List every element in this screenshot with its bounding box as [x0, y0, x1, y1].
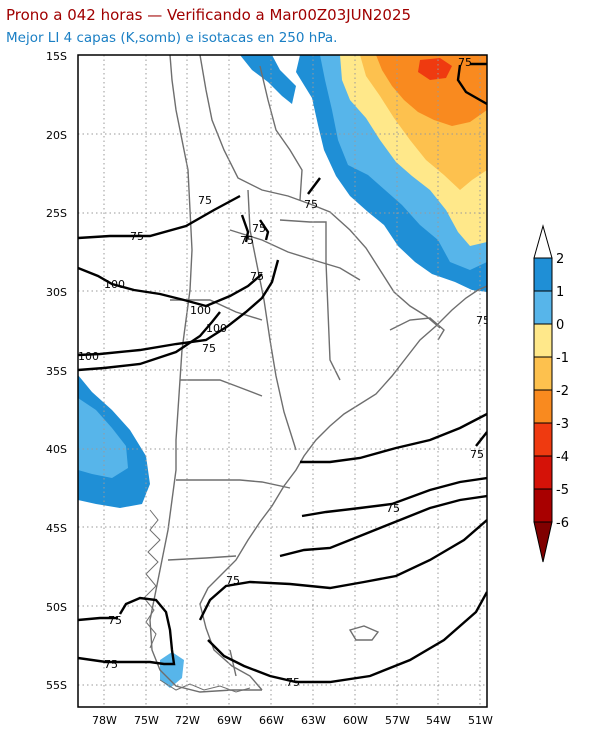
isotach-100-mid — [78, 311, 221, 372]
isotach-label: 75 — [240, 234, 254, 247]
lat-label: 25S — [46, 207, 67, 220]
colorbar-bottom-arrow — [533, 521, 553, 563]
isotach-label: 75 — [286, 676, 300, 689]
lat-label: 55S — [46, 679, 67, 692]
colorbar-box — [533, 290, 553, 325]
isotach-75-sw1 — [78, 616, 118, 622]
isotach-75-small2 — [259, 219, 270, 241]
lat-label: 40S — [46, 443, 67, 456]
isotach-label: 75 — [130, 230, 144, 243]
isotach-label: 100 — [78, 350, 99, 363]
lon-label: 63W — [301, 714, 326, 727]
isotach-label: 75 — [304, 198, 318, 211]
isotach-label: 100 — [206, 322, 227, 335]
lat-axis: 15S 20S 25S 30S 35S 40S 45S 50S 55S — [46, 50, 67, 692]
isotach-label: 75 — [252, 222, 266, 235]
map-area: 75 75 75 75 75 75 100 100 100 100 75 75 … — [78, 55, 490, 707]
isotach-label: 75 — [198, 194, 212, 207]
li-shade-tdf — [160, 652, 184, 688]
colorbar-box — [533, 488, 553, 523]
lon-label: 57W — [385, 714, 410, 727]
colorbar-box — [533, 422, 553, 457]
isotach-label: 75 — [108, 614, 122, 627]
colorbar-label: -5 — [556, 483, 569, 498]
lon-label: 66W — [259, 714, 284, 727]
colorbar-label: -2 — [556, 384, 569, 399]
isotach-label: 75 — [250, 270, 264, 283]
lat-label: 50S — [46, 601, 67, 614]
isotach-label: 75 — [386, 502, 400, 515]
colorbar-label: 0 — [556, 318, 564, 333]
isotach-label: 100 — [104, 278, 125, 291]
colorbar-top-arrow — [533, 224, 553, 259]
isotach-label: 75 — [476, 314, 490, 327]
isotach-label: 75 — [104, 658, 118, 671]
lat-label: 30S — [46, 286, 67, 299]
lat-label: 35S — [46, 365, 67, 378]
isotach-75-mid — [78, 259, 280, 357]
colorbar-box — [533, 389, 553, 424]
lat-label: 45S — [46, 522, 67, 535]
isotach-75-right-top — [456, 64, 487, 106]
isotach-75-sw2 — [78, 596, 176, 666]
isotach-75-east2 — [301, 476, 487, 518]
colorbar-box — [533, 323, 553, 358]
map-subtitle: Mejor LI 4 capas (K,somb) e isotacas en … — [6, 30, 338, 46]
isotach-75-east3 — [279, 494, 487, 558]
map-title: Prono a 042 horas — Verificando a Mar00Z… — [6, 6, 412, 24]
lon-label: 69W — [217, 714, 242, 727]
isotach-labels: 75 75 75 75 75 75 100 100 100 100 75 75 … — [78, 56, 490, 689]
lon-label: 60W — [343, 714, 368, 727]
lat-label: 15S — [46, 50, 67, 63]
map-frame — [77, 54, 488, 708]
isotach-75-east-edge — [475, 431, 487, 447]
isotach-75-east1 — [300, 412, 487, 464]
isotach-label: 75 — [470, 448, 484, 461]
colorbar-label: 2 — [556, 252, 564, 267]
isotach-label: 75 — [226, 574, 240, 587]
lon-label: 75W — [134, 714, 159, 727]
colorbar-box — [533, 455, 553, 490]
isotach-label: 75 — [202, 342, 216, 355]
isotach-label: 75 — [458, 56, 472, 69]
lat-label: 20S — [46, 129, 67, 142]
isotach-75-south2 — [207, 591, 487, 684]
colorbar-label: -3 — [556, 417, 569, 432]
li-shade-pacific-light — [78, 398, 128, 478]
li-shade-red — [418, 58, 452, 80]
isotach-label: 100 — [190, 304, 211, 317]
li-shade-small-blue — [240, 55, 296, 104]
isotach-75-small3 — [307, 177, 321, 195]
lon-label: 51W — [468, 714, 493, 727]
lon-label: 54W — [426, 714, 451, 727]
colorbar-box — [533, 356, 553, 391]
lon-label: 72W — [175, 714, 200, 727]
gridlines — [78, 55, 487, 707]
colorbar-box — [533, 257, 553, 292]
colorbar-label: -6 — [556, 516, 569, 531]
isotach-75-south1 — [198, 519, 487, 621]
isotachs — [78, 62, 487, 684]
isotach-75-north — [78, 194, 241, 240]
colorbar-label: -1 — [556, 351, 569, 366]
colorbar-label: -4 — [556, 450, 569, 465]
isotach-75-small1 — [240, 214, 250, 243]
colorbar-label: 1 — [556, 285, 564, 300]
isotach-100-north — [78, 266, 263, 308]
lon-axis: 78W 75W 72W 69W 66W 63W 60W 57W 54W 51W — [92, 714, 493, 727]
colorbar: 2 1 0 -1 -2 -3 -4 -5 -6 — [533, 224, 569, 563]
lon-label: 78W — [92, 714, 117, 727]
